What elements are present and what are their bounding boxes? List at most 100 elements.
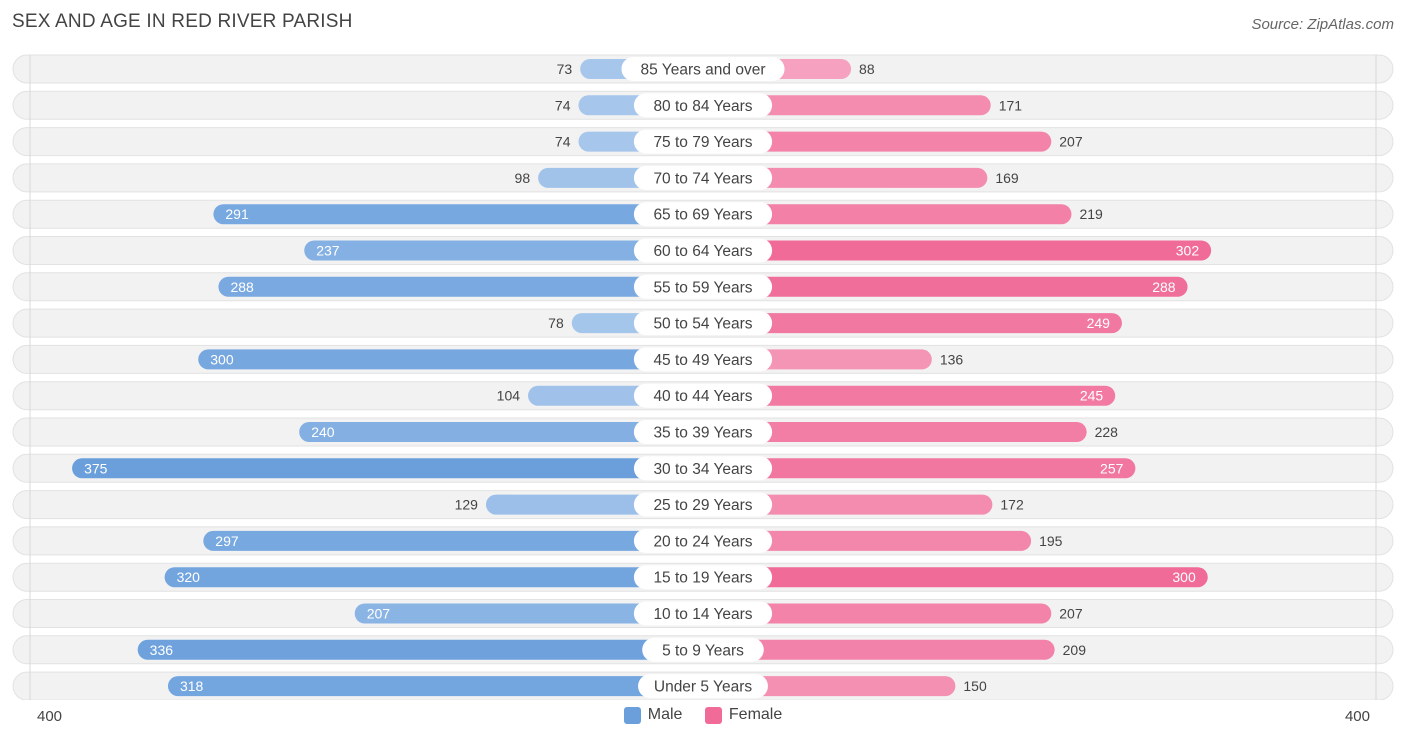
female-bar: [703, 494, 993, 515]
female-bar: [703, 95, 991, 116]
male-bar: [299, 422, 703, 442]
legend: Male Female: [0, 706, 1406, 729]
category-pill: [633, 528, 773, 553]
female-bar: [703, 422, 1087, 442]
category-label: 80 to 84 Years: [653, 98, 752, 115]
category-pill: [633, 129, 773, 154]
category-label: 40 to 44 Years: [653, 388, 752, 405]
male-value-label: 104: [497, 388, 521, 404]
category-pill: [633, 492, 773, 517]
male-swatch: [623, 706, 641, 724]
female-swatch: [704, 706, 722, 724]
category-label: 50 to 54 Years: [653, 316, 752, 333]
female-value-label: 209: [1063, 642, 1087, 658]
male-value-label: 375: [84, 460, 108, 476]
category-pill: [633, 311, 773, 336]
male-value-label: 74: [555, 97, 571, 113]
female-value-label: 207: [1059, 606, 1083, 622]
male-value-label: 240: [311, 424, 335, 440]
female-value-label: 207: [1059, 134, 1083, 150]
female-value-label: 300: [1172, 569, 1196, 585]
source-note: Source: ZipAtlas.com: [1251, 16, 1394, 33]
female-value-label: 195: [1039, 533, 1063, 549]
female-bar: [703, 603, 1052, 624]
male-value-label: 73: [557, 61, 573, 77]
category-label: 75 to 79 Years: [653, 134, 752, 151]
female-bar: [703, 458, 1136, 479]
male-bar: [213, 204, 703, 225]
category-pill: [633, 601, 773, 626]
male-bar: [198, 349, 703, 370]
category-pill: [633, 456, 773, 481]
male-value-label: 78: [548, 315, 564, 331]
female-value-label: 88: [859, 61, 875, 77]
female-bar: [703, 204, 1072, 225]
category-pill: [633, 93, 773, 118]
male-value-label: 129: [455, 497, 479, 513]
male-value-label: 98: [515, 170, 531, 186]
category-label: Under 5 Years: [654, 679, 752, 696]
category-pill: [633, 202, 773, 227]
category-pill: [633, 347, 773, 372]
axis-right-label: 400: [1344, 708, 1370, 725]
male-value-label: 318: [180, 678, 204, 694]
category-pill: [633, 383, 773, 408]
male-bar: [354, 603, 703, 624]
female-value-label: 249: [1087, 315, 1111, 331]
female-bar: [703, 530, 1032, 551]
female-bar: [703, 567, 1208, 588]
female-value-label: 150: [963, 678, 987, 694]
male-bar: [304, 240, 703, 261]
category-label: 35 to 39 Years: [653, 425, 752, 442]
legend-item-female[interactable]: Female: [704, 706, 782, 724]
female-value-label: 302: [1176, 243, 1200, 259]
female-value-label: 136: [940, 351, 964, 367]
category-pill: [633, 565, 773, 590]
male-bar: [218, 276, 703, 297]
female-value-label: 288: [1152, 279, 1176, 295]
female-bar: [703, 276, 1188, 297]
category-label: 10 to 14 Years: [653, 606, 752, 623]
female-value-label: 228: [1095, 424, 1119, 440]
female-bar: [703, 131, 1052, 152]
category-label: 25 to 29 Years: [653, 497, 752, 514]
female-bar: [703, 639, 1055, 660]
category-label: 45 to 49 Years: [653, 352, 752, 369]
female-value-label: 257: [1100, 460, 1124, 476]
male-value-label: 336: [150, 642, 174, 658]
male-value-label: 320: [177, 569, 201, 585]
female-bar: [703, 167, 988, 188]
female-value-label: 169: [995, 170, 1019, 186]
male-bar: [137, 639, 703, 660]
female-value-label: 219: [1079, 206, 1103, 222]
male-value-label: 300: [210, 351, 234, 367]
category-label: 20 to 24 Years: [653, 533, 752, 550]
chart-title: SEX AND AGE IN RED RIVER PARISH: [12, 11, 353, 32]
legend-label-male: Male: [647, 706, 683, 723]
category-label: 55 to 59 Years: [653, 279, 752, 296]
female-bar: [703, 313, 1122, 334]
male-value-label: 291: [225, 206, 249, 222]
male-bar: [164, 567, 704, 588]
category-label: 15 to 19 Years: [653, 570, 752, 587]
male-bar: [72, 458, 703, 479]
category-pill: [633, 420, 773, 444]
female-value-label: 171: [999, 97, 1023, 113]
category-pill: [638, 674, 768, 699]
male-value-label: 297: [215, 533, 239, 549]
male-bar: [203, 530, 704, 551]
category-pill: [633, 165, 773, 190]
category-label: 85 Years and over: [641, 62, 766, 79]
axis-left-label: 400: [37, 708, 63, 725]
female-bar: [703, 385, 1116, 406]
category-label: 60 to 64 Years: [653, 243, 752, 260]
female-bar: [703, 240, 1212, 261]
category-pill: [633, 238, 773, 263]
category-label: 65 to 69 Years: [653, 207, 752, 224]
legend-item-male[interactable]: Male: [623, 706, 683, 724]
category-label: 70 to 74 Years: [653, 170, 752, 187]
male-value-label: 288: [230, 279, 254, 295]
male-value-label: 74: [555, 134, 571, 150]
male-bar: [167, 676, 704, 697]
category-label: 30 to 34 Years: [653, 461, 752, 478]
